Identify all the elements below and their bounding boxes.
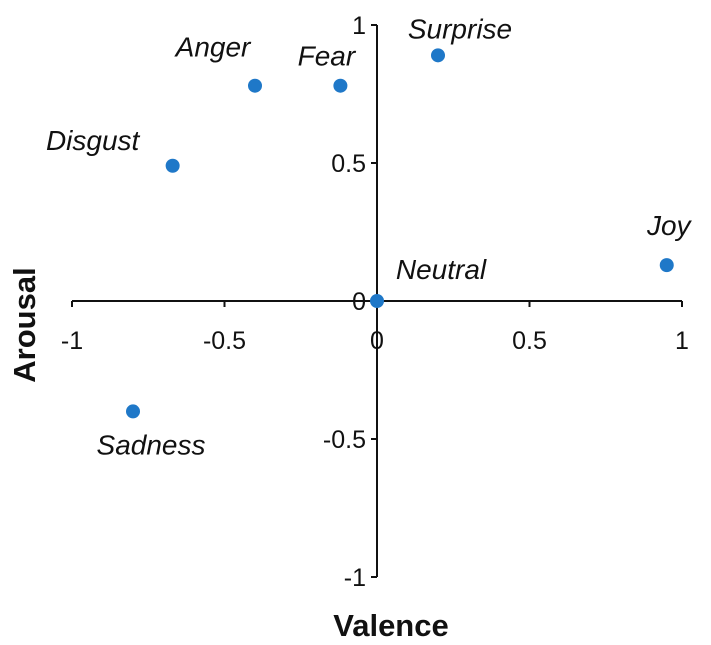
x-tick-label: 0	[370, 327, 384, 355]
point-label: Fear	[298, 41, 357, 72]
point-label: Joy	[646, 210, 693, 241]
point-label: Anger	[174, 32, 252, 63]
y-tick-label: 1	[352, 12, 366, 40]
y-tick-label: 0	[352, 288, 366, 316]
data-point	[248, 78, 262, 93]
point-label: Surprise	[408, 13, 512, 44]
y-tick-label: 0.5	[331, 150, 366, 178]
x-tick-label: 0.5	[512, 327, 547, 355]
data-point	[126, 404, 140, 419]
data-point	[333, 78, 348, 93]
y-tick-label: -1	[344, 564, 366, 592]
data-points: Anger Fear Surprise Disgust Joy Neutral Sadnes…	[46, 13, 693, 460]
data-point	[370, 294, 384, 308]
x-tick-label: -0.5	[203, 327, 246, 355]
tick-group: -1 -0.5 0 0.5 1 1 0.5 -0.5 -1 0	[61, 12, 689, 592]
point-label: Sadness	[97, 429, 206, 460]
point-label: Neutral	[396, 254, 487, 285]
y-tick-label: -0.5	[323, 426, 366, 454]
point-label: Disgust	[46, 125, 141, 156]
x-axis-title: Valence	[333, 608, 448, 643]
x-tick-label: 1	[675, 327, 689, 355]
data-point	[659, 258, 674, 273]
x-tick-label: -1	[61, 327, 83, 355]
data-point	[431, 48, 445, 63]
y-axis-title: Arousal	[7, 267, 42, 382]
data-point	[165, 158, 180, 173]
